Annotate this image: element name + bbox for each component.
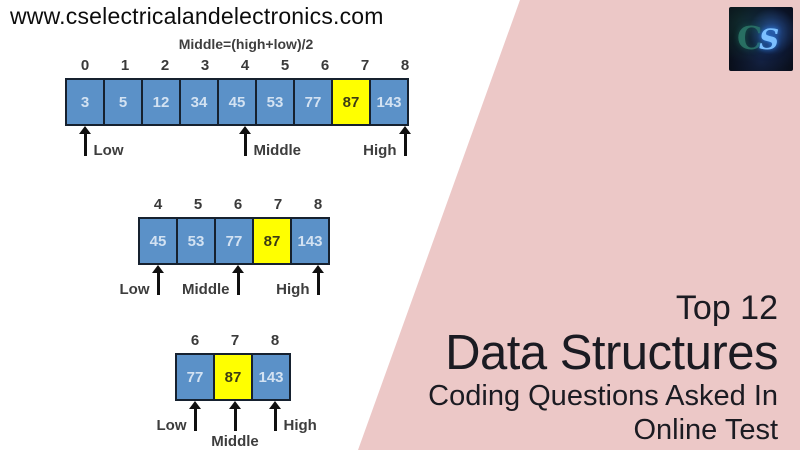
array-cells: 3 5 12 34 45 53 77 87 143	[65, 78, 425, 126]
banner-line-data-structures: Data Structures	[445, 326, 778, 380]
binary-search-step-2: 4 5 6 7 8 45 53 77 87 143 Low Middle High	[120, 195, 338, 298]
array-cell: 143	[290, 217, 330, 265]
cell-value: 34	[190, 93, 208, 111]
up-arrow-icon	[269, 401, 281, 431]
binary-search-step-3: 6 7 8 77 87 143 Low Middle High	[157, 331, 317, 450]
pointer-label: Middle	[253, 142, 302, 159]
index-label: 7	[230, 332, 240, 349]
cell-value: 143	[297, 232, 323, 250]
array-cells: 77 87 143	[175, 353, 295, 401]
cell-value: 77	[186, 368, 204, 386]
up-arrow-icon	[312, 265, 324, 295]
pointer-label: Low	[119, 281, 150, 298]
cell-value: 77	[225, 232, 243, 250]
array-cell: 77	[214, 217, 254, 265]
cell-value: 77	[304, 93, 322, 111]
index-label: 8	[270, 332, 280, 349]
up-arrow-icon	[79, 126, 91, 156]
cell-value: 45	[149, 232, 167, 250]
cell-value: 87	[342, 93, 360, 111]
pointer-label: High	[363, 142, 397, 159]
index-label: 4	[153, 196, 163, 213]
array-cell-highlighted: 87	[331, 78, 371, 126]
index-label: 6	[190, 332, 200, 349]
logo-letter-s: S	[759, 23, 780, 56]
cell-value: 53	[187, 232, 205, 250]
index-label: 7	[360, 57, 370, 74]
pointer-middle: Middle	[182, 265, 244, 298]
logo-letter-c: C	[737, 19, 763, 57]
up-arrow-icon	[152, 265, 164, 295]
cell-value: 45	[228, 93, 246, 111]
banner-line-top-12: Top 12	[675, 289, 778, 327]
pointer-middle: Middle	[239, 126, 301, 159]
index-label: 6	[233, 196, 243, 213]
pointer-label: Low	[93, 142, 124, 159]
index-label: 0	[80, 57, 90, 74]
array-cell-highlighted: 87	[213, 353, 253, 401]
pointer-low: Low	[120, 265, 164, 298]
array-cell: 143	[251, 353, 291, 401]
up-arrow-icon	[239, 126, 251, 156]
index-row: 6 7 8	[175, 331, 295, 353]
index-label: 5	[280, 57, 290, 74]
cell-value: 5	[118, 93, 128, 111]
up-arrow-icon	[229, 401, 241, 431]
array-cell: 45	[138, 217, 178, 265]
index-label: 5	[193, 196, 203, 213]
site-url: www.cselectricalandelectronics.com	[10, 3, 384, 29]
pointer-label: Middle	[182, 281, 230, 298]
array-cell: 3	[65, 78, 105, 126]
array-cell: 5	[103, 78, 143, 126]
index-label: 8	[313, 196, 323, 213]
pointer-label: High	[276, 281, 310, 298]
index-label: 7	[273, 196, 283, 213]
cell-value: 143	[376, 93, 402, 111]
cell-value: 3	[80, 93, 90, 111]
array-cell: 77	[175, 353, 215, 401]
pointer-high: High	[363, 126, 411, 159]
banner-line-online-test: Online Test	[633, 414, 778, 446]
up-arrow-icon	[189, 401, 201, 431]
cell-value: 53	[266, 93, 284, 111]
cell-value: 143	[258, 368, 284, 386]
cell-value: 87	[224, 368, 242, 386]
array-cells: 45 53 77 87 143	[138, 217, 338, 265]
pointer-low: Low	[157, 401, 201, 434]
cell-value: 87	[263, 232, 281, 250]
cell-value: 12	[152, 93, 170, 111]
array-cell-highlighted: 87	[252, 217, 292, 265]
banner-text-block: Top 12 Data Structures Coding Questions …	[428, 289, 778, 447]
cs-logo: C S	[729, 7, 793, 71]
index-label: 2	[160, 57, 170, 74]
index-label: 1	[120, 57, 130, 74]
index-row: 4 5 6 7 8	[138, 195, 338, 217]
pointer-middle: Middle	[211, 401, 259, 450]
index-label: 8	[400, 57, 410, 74]
index-label: 6	[320, 57, 330, 74]
up-arrow-icon	[399, 126, 411, 156]
up-arrow-icon	[232, 265, 244, 295]
index-row: 0 1 2 3 4 5 6 7 8	[65, 56, 425, 78]
pointer-low: Low	[79, 126, 124, 159]
array-cell: 53	[255, 78, 295, 126]
index-label: 4	[240, 57, 250, 74]
pointer-label: High	[283, 417, 317, 434]
array-cell: 53	[176, 217, 216, 265]
array-cell: 77	[293, 78, 333, 126]
pointer-high: High	[276, 265, 324, 298]
binary-search-step-1: 0 1 2 3 4 5 6 7 8 3 5 12 34 45 53 77 87 143 Low Middle High	[65, 56, 425, 159]
array-cell: 143	[369, 78, 409, 126]
array-cell: 34	[179, 78, 219, 126]
pointer-high: High	[269, 401, 317, 434]
banner-line-coding-questions: Coding Questions Asked In	[428, 380, 778, 412]
pointer-label: Low	[156, 417, 187, 434]
pointer-label: Middle	[211, 433, 259, 450]
array-cell: 45	[217, 78, 257, 126]
index-label: 3	[200, 57, 210, 74]
middle-formula-label: Middle=(high+low)/2	[178, 36, 314, 52]
array-cell: 12	[141, 78, 181, 126]
